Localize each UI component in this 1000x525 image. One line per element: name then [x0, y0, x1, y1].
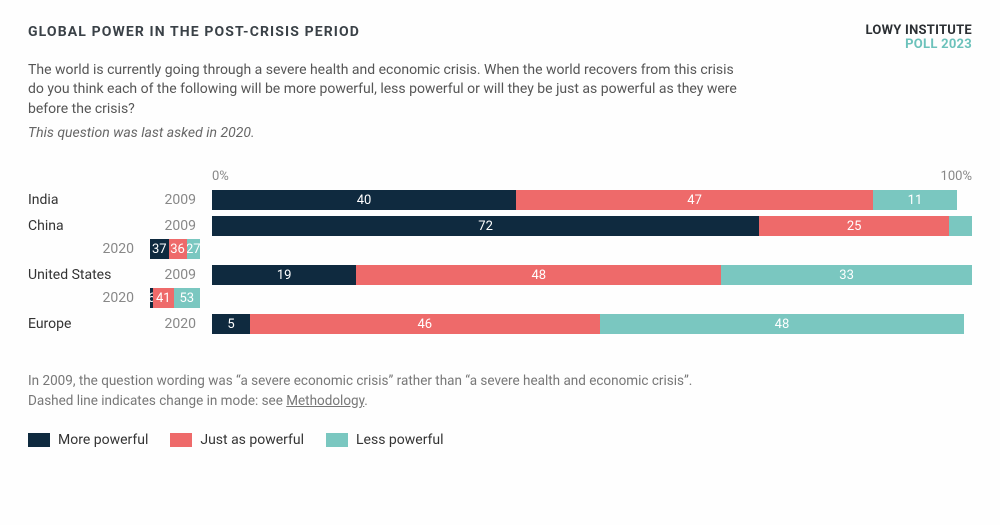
country-label: Europe	[28, 316, 138, 332]
year-label: 2020	[28, 290, 138, 306]
country-label: India	[28, 192, 138, 208]
segment-less: 11	[873, 190, 957, 210]
segment-less: 33	[721, 265, 972, 285]
header: GLOBAL POWER IN THE POST-CRISIS PERIOD L…	[28, 24, 972, 53]
bar-row: 64153	[150, 288, 200, 308]
segment-same: 36	[169, 239, 187, 259]
country-label: China	[28, 218, 138, 234]
bar-row: 404711	[212, 190, 972, 210]
segment-same: 46	[250, 314, 600, 334]
year-label: 2020	[150, 316, 200, 332]
legend-label: Less powerful	[356, 432, 444, 448]
question-text: The world is currently going through a s…	[28, 61, 748, 120]
legend-swatch	[170, 433, 192, 447]
year-label: 2009	[150, 267, 200, 283]
country-label: United States	[28, 267, 138, 283]
bar-row: 373627	[150, 239, 200, 259]
segment-less: 27	[187, 239, 201, 259]
legend-item-more: More powerful	[28, 432, 148, 448]
last-asked-note: This question was last asked in 2020.	[28, 125, 972, 141]
segment-more: 5	[212, 314, 250, 334]
segment-less: 53	[174, 288, 201, 308]
segment-less: 48	[600, 314, 965, 334]
footnote-line-1: In 2009, the question wording was “a sev…	[28, 372, 972, 392]
bar-row: 194833	[212, 265, 972, 285]
legend: More powerful Just as powerful Less powerf…	[28, 432, 972, 448]
legend-item-same: Just as powerful	[170, 432, 304, 448]
year-label: 2009	[150, 218, 200, 234]
segment-more: 19	[212, 265, 356, 285]
chart-title: GLOBAL POWER IN THE POST-CRISIS PERIOD	[28, 24, 360, 40]
legend-item-less: Less powerful	[326, 432, 444, 448]
bar-row: 7225	[212, 216, 972, 236]
year-label: 2009	[150, 192, 200, 208]
year-label: 2020	[28, 241, 138, 257]
segment-same: 48	[356, 265, 721, 285]
segment-more: 37	[150, 239, 169, 259]
footnote-line-2: Dashed line indicates change in mode: se…	[28, 392, 972, 412]
axis-min-label: 0%	[212, 169, 229, 184]
legend-label: More powerful	[58, 432, 148, 448]
brand-line-2: POLL 2023	[865, 38, 972, 52]
segment-same: 25	[759, 216, 949, 236]
stacked-bar-chart: 0% 100% India 2009 404711 China 2009 7225 2020…	[28, 169, 972, 340]
legend-swatch	[326, 433, 348, 447]
x-axis: 0% 100%	[212, 169, 972, 184]
branding: LOWY INSTITUTE POLL 2023	[865, 24, 972, 53]
segment-more: 72	[212, 216, 759, 236]
segment-same: 47	[516, 190, 873, 210]
segment-more: 40	[212, 190, 516, 210]
legend-label: Just as powerful	[200, 432, 304, 448]
segment-same: 41	[153, 288, 174, 308]
segment-less	[949, 216, 972, 236]
footnotes: In 2009, the question wording was “a sev…	[28, 372, 972, 411]
methodology-link[interactable]: Methodology	[286, 393, 364, 409]
legend-swatch	[28, 433, 50, 447]
brand-line-1: LOWY INSTITUTE	[865, 24, 972, 38]
axis-max-label: 100%	[941, 169, 972, 184]
bar-row: 54648	[212, 314, 972, 334]
